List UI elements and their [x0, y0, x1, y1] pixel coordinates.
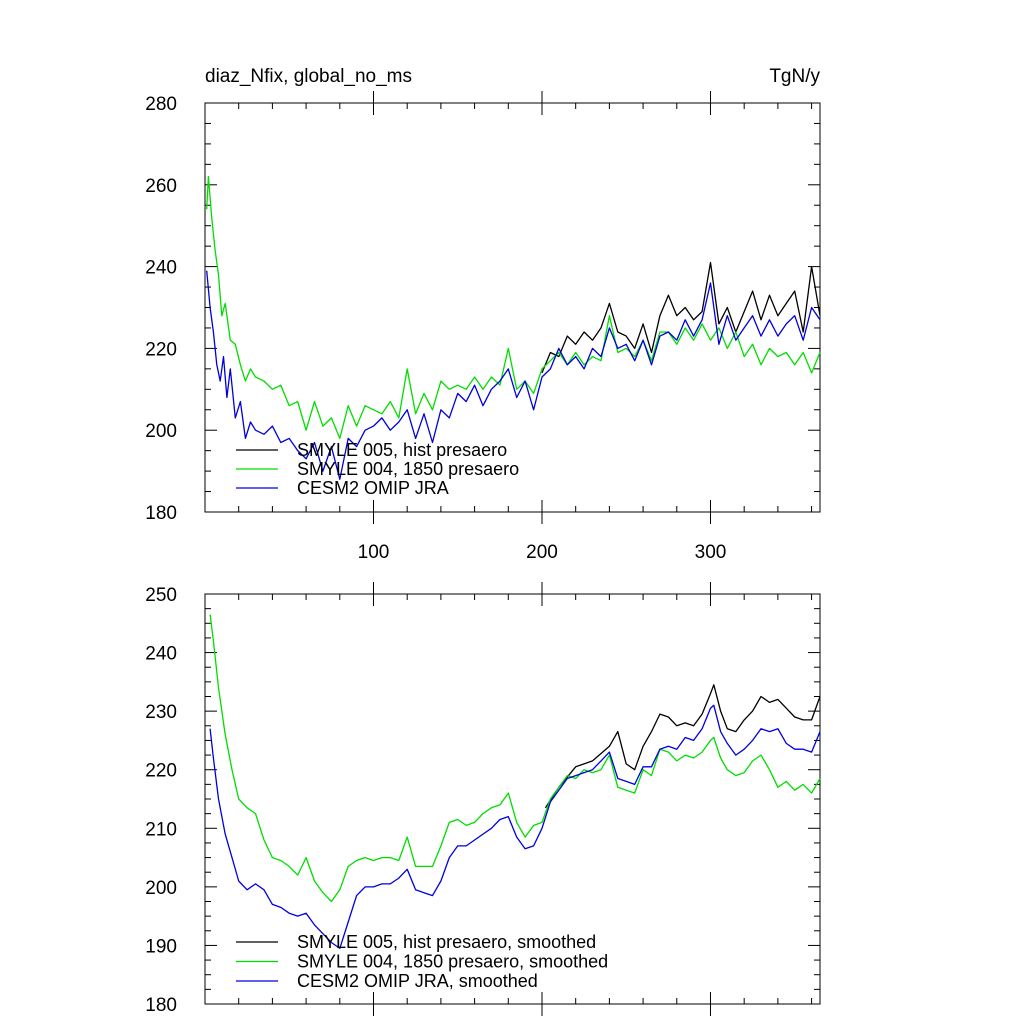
y-tick-label: 220	[145, 761, 177, 782]
chart-units: TgN/y	[769, 66, 820, 87]
legend-label-3: CESM2 OMIP JRA	[297, 478, 449, 498]
y-tick-label: 230	[145, 702, 177, 723]
series-line-2	[209, 614, 821, 903]
x-tick-label: 100	[358, 542, 390, 563]
y-tick-label: 250	[145, 585, 177, 606]
series-line-3	[206, 270, 821, 480]
chart-title: diaz_Nfix, global_no_ms	[205, 66, 412, 87]
series-line-2	[206, 175, 821, 440]
series-line-1	[544, 684, 821, 809]
y-tick-label: 200	[145, 878, 177, 899]
y-tick-label: 240	[145, 644, 177, 665]
x-tick-label: 200	[526, 542, 558, 563]
legend-label-2: SMYLE 004, 1850 presaero	[297, 459, 519, 479]
y-tick-label: 220	[145, 339, 177, 360]
y-tick-label: 180	[145, 503, 177, 524]
y-tick-label: 190	[145, 936, 177, 957]
y-tick-label: 210	[145, 819, 177, 840]
legend-label-1: SMYLE 005, hist presaero, smoothed	[297, 932, 596, 952]
y-tick-label: 280	[145, 94, 177, 115]
y-tick-label: 240	[145, 258, 177, 279]
series-line-1	[541, 261, 821, 374]
legend-label-2: SMYLE 004, 1850 presaero, smoothed	[297, 952, 608, 972]
legend-label-3: CESM2 OMIP JRA, smoothed	[297, 971, 538, 991]
y-tick-label: 180	[145, 995, 177, 1016]
y-tick-label: 200	[145, 421, 177, 442]
top-panel: 180 200 220 240 260 280 100 200 300 SMYLE 005, hi…	[145, 91, 821, 563]
legend-label-1: SMYLE 005, hist presaero	[297, 440, 507, 460]
series-line-3	[209, 704, 821, 950]
y-tick-label: 260	[145, 176, 177, 197]
x-tick-label: 300	[695, 542, 727, 563]
bottom-panel: 180 190 200 210 220 230 240 250 SMYLE 005, hist …	[145, 582, 821, 1016]
